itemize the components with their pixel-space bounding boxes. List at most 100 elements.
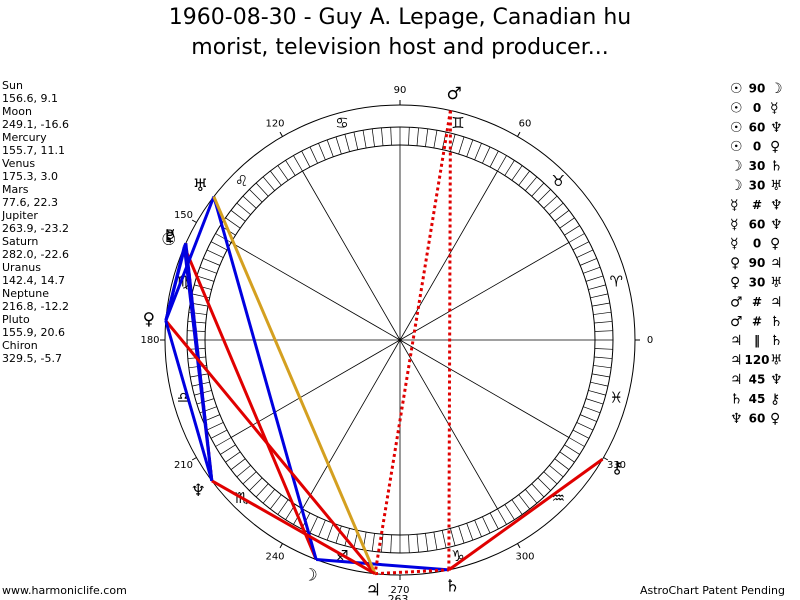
- ring-hatch: [196, 275, 215, 282]
- ring-hatch: [591, 373, 610, 378]
- zodiac-sign: ♉: [552, 172, 565, 190]
- ascendant-label: 263: [388, 593, 409, 600]
- ring-hatch: [504, 160, 515, 176]
- ring-hatch: [335, 136, 342, 155]
- ring-hatch: [576, 249, 594, 258]
- ring-hatch: [497, 155, 507, 172]
- zodiac-sign: ♌: [235, 172, 248, 190]
- ring-hatch: [277, 165, 289, 181]
- ring-hatch: [559, 217, 575, 229]
- ring-hatch: [433, 531, 438, 550]
- ring-hatch: [518, 494, 530, 510]
- ring-hatch: [230, 210, 246, 222]
- ring-hatch: [489, 150, 499, 168]
- ring-hatch: [568, 233, 585, 243]
- aspect-planet: ♃: [770, 256, 783, 272]
- ring-hatch: [353, 131, 359, 150]
- ring-hatch: [425, 128, 429, 147]
- ring-hatch: [408, 127, 410, 146]
- aspect-kind: ‖: [754, 334, 760, 348]
- ring-hatch: [285, 160, 296, 176]
- title-line: 1960-08-30 - Guy A. Lepage, Canadian hu: [169, 5, 631, 30]
- planet-name: Uranus: [2, 261, 41, 274]
- planet-name: Pluto: [2, 313, 30, 326]
- aspect-planet: ♆: [770, 217, 783, 233]
- aspect-planet: ♂: [730, 294, 743, 310]
- degree-label: 0: [647, 335, 653, 346]
- ring-hatch: [585, 275, 604, 282]
- aspect-line: [374, 568, 449, 576]
- aspect-kind: 30: [749, 159, 766, 173]
- ring-hatch: [215, 437, 232, 447]
- ring-hatch: [543, 471, 558, 485]
- ring-hatch: [270, 494, 282, 510]
- planet-position: 249.1, -16.6: [2, 118, 69, 131]
- planet-position: 329.5, -5.7: [2, 352, 62, 365]
- aspect-planet: ♃: [730, 372, 743, 388]
- planet-glyph: ♄: [445, 576, 460, 596]
- ring-hatch: [293, 155, 303, 172]
- ring-hatch: [206, 249, 224, 258]
- ring-hatch: [594, 348, 613, 350]
- ring-hatch: [594, 330, 613, 332]
- ring-hatch: [580, 414, 597, 422]
- ring-hatch: [489, 512, 499, 530]
- planet-glyph: ♇: [162, 227, 177, 247]
- aspect-line: [373, 110, 452, 574]
- aspect-kind: 45: [749, 392, 766, 406]
- ring-hatch: [318, 520, 326, 537]
- ring-hatch: [270, 170, 282, 186]
- ring-hatch: [210, 241, 228, 251]
- aspect-kind: #: [752, 295, 762, 309]
- ring-hatch: [588, 284, 606, 290]
- title-line: morist, television host and producer...: [191, 35, 608, 60]
- spoke: [302, 339, 401, 510]
- planet-glyph: ♅: [193, 176, 208, 196]
- ring-hatch: [554, 458, 570, 470]
- ring-hatch: [335, 525, 342, 544]
- ring-hatch: [590, 293, 609, 299]
- ring-hatch: [511, 499, 523, 515]
- planet-glyph: ♃: [366, 581, 381, 600]
- degree-tick: [191, 219, 197, 223]
- ring-hatch: [318, 143, 326, 160]
- ring-hatch: [564, 225, 580, 236]
- aspect-planet: ♄: [770, 333, 783, 349]
- ring-hatch: [554, 210, 570, 222]
- aspect-planet: ♆: [770, 197, 783, 213]
- planet-glyph: ☿: [165, 226, 175, 246]
- aspect-planet: ♂: [730, 314, 743, 330]
- aspect-planet: ☉: [730, 100, 743, 116]
- ring-hatch: [220, 444, 236, 455]
- aspect-planet: ♆: [770, 372, 783, 388]
- aspect-kind: 90: [749, 256, 766, 270]
- ring-hatch: [236, 465, 251, 478]
- ring-hatch: [580, 258, 597, 266]
- ring-hatch: [537, 189, 551, 203]
- ring-hatch: [236, 202, 251, 215]
- ring-hatch: [594, 356, 613, 359]
- ring-hatch: [255, 182, 269, 197]
- aspect-planet: ♄: [770, 314, 783, 330]
- ring-hatch: [433, 130, 438, 149]
- ring-hatch: [531, 483, 545, 498]
- ring-hatch: [458, 136, 465, 155]
- degree-label: 150: [174, 210, 193, 221]
- ring-hatch: [482, 146, 491, 164]
- planet-position: 155.7, 11.1: [2, 144, 65, 157]
- aspect-line: [182, 246, 318, 561]
- ring-hatch: [390, 534, 392, 553]
- aspect-line: [447, 458, 604, 572]
- ring-hatch: [590, 381, 609, 387]
- zodiac-sign: ♊: [451, 114, 464, 132]
- aspect-line: [316, 558, 449, 572]
- ring-hatch: [344, 528, 350, 546]
- aspect-planet: ♀: [770, 139, 780, 155]
- ring-hatch: [196, 398, 215, 405]
- aspect-planet: ♆: [770, 120, 783, 136]
- planet-name: Sun: [2, 79, 23, 92]
- ring-hatch: [187, 321, 206, 324]
- planet-position: 216.8, -12.2: [2, 300, 69, 313]
- aspect-kind: 30: [749, 179, 766, 193]
- spoke: [230, 339, 401, 438]
